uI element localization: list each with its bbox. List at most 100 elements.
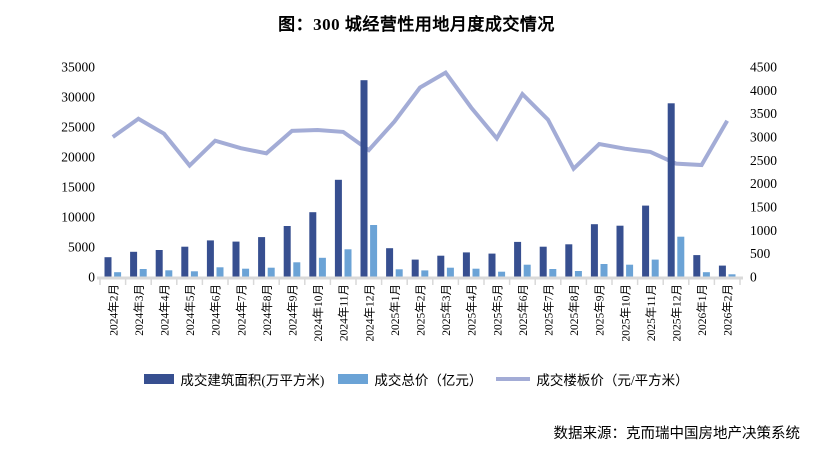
legend-swatch-price-bar (338, 374, 369, 384)
x-axis-category-label: 2025年9月 (593, 284, 607, 336)
x-axis-category-label: 2025年1月 (388, 284, 402, 336)
bar-area (181, 246, 189, 277)
left-axis-tick-label: 10000 (61, 210, 95, 225)
bar-total-price (549, 269, 557, 277)
bar-area (258, 237, 266, 277)
data-source: 数据来源：克而瑞中国房地产决策系统 (553, 426, 801, 442)
bar-total-price (344, 249, 352, 277)
x-axis-category-label: 2024年4月 (158, 284, 172, 336)
x-axis-category-label: 2025年4月 (465, 284, 479, 336)
right-axis-tick-label: 4000 (750, 83, 777, 98)
bar-area (360, 80, 368, 277)
x-axis-category-label: 2024年7月 (234, 284, 248, 336)
right-axis-tick-label: 2000 (750, 176, 777, 191)
bar-total-price (702, 272, 710, 277)
x-axis-category-label: 2025年6月 (516, 284, 530, 336)
series-bar-area (104, 80, 726, 277)
bar-total-price (677, 236, 685, 277)
left-axis-tick-label: 20000 (61, 150, 95, 165)
legend-item-total-price: 成交总价（亿元） (338, 369, 482, 389)
left-axis-tick-label: 35000 (61, 60, 95, 75)
bar-area (667, 103, 675, 277)
bar-total-price (139, 269, 147, 277)
bar-area (462, 252, 470, 277)
x-axis-category-label: 2024年12月 (362, 284, 376, 342)
right-axis-tick-label: 3000 (750, 130, 777, 145)
bar-total-price (446, 267, 454, 277)
x-axis-category-label: 2024年3月 (132, 284, 146, 336)
bar-area (130, 251, 138, 277)
bar-area (334, 179, 342, 277)
legend-swatch-floor-price-line (496, 377, 531, 381)
bar-total-price (626, 264, 634, 277)
bar-total-price (600, 264, 608, 277)
bar-total-price (472, 268, 480, 277)
x-axis-category-label: 2025年7月 (542, 284, 556, 336)
right-axis-tick-label: 1500 (750, 200, 777, 215)
bar-area (590, 224, 598, 277)
left-axis-tick-label: 25000 (61, 120, 95, 135)
bar-total-price (651, 259, 659, 277)
bar-area (437, 255, 445, 277)
x-axis-ticks (99, 279, 741, 285)
x-axis-category-label: 2025年2月 (414, 284, 428, 336)
bar-area (539, 246, 547, 277)
right-axis-tick-label: 4500 (750, 60, 777, 75)
x-axis-category-label: 2024年6月 (209, 284, 223, 336)
legend-item-area: 成交建筑面积(万平方米) (144, 369, 324, 389)
bar-total-price (242, 268, 250, 277)
bar-area (155, 250, 163, 277)
x-axis-category-label: 2024年9月 (286, 284, 300, 336)
bar-area (718, 265, 726, 277)
bar-area (642, 205, 650, 277)
bar-area (411, 259, 419, 277)
bar-area (565, 244, 573, 277)
left-axis-tick-label: 5000 (68, 240, 95, 255)
x-axis-category-label: 2024年2月 (106, 284, 120, 336)
bar-area (693, 255, 701, 277)
right-axis-tick-label: 3500 (750, 106, 777, 121)
x-axis-category-label: 2024年8月 (260, 284, 274, 336)
series-line-floor-price (111, 69, 729, 172)
bar-area (309, 212, 317, 277)
bar-area (206, 240, 214, 277)
left-axis-tick-label: 15000 (61, 180, 95, 195)
x-axis-category-label: 2025年12月 (670, 284, 684, 342)
bar-area (104, 257, 112, 277)
right-axis-tick-label: 500 (750, 246, 771, 261)
bar-total-price (523, 264, 531, 277)
left-axis-tick-label: 0 (88, 270, 95, 285)
chart-title: 图：300 城经营性用地月度成交情况 (278, 15, 555, 34)
bar-total-price (370, 225, 378, 277)
bar-area (514, 241, 522, 277)
left-axis-tick-label: 30000 (61, 90, 95, 105)
series-bar-total-price (114, 225, 736, 277)
x-axis-category-label: 2025年8月 (567, 284, 581, 336)
x-axis-category-label: 2024年5月 (183, 284, 197, 336)
chart-legend: 成交建筑面积(万平方米) 成交总价（亿元） 成交楼板价（元/平方米） (0, 369, 833, 389)
bar-area (232, 241, 240, 277)
x-axis-category-label: 2024年11月 (337, 284, 351, 341)
bar-total-price (574, 271, 582, 277)
x-axis-category-label: 2025年3月 (439, 284, 453, 336)
x-axis-category-label: 2026年2月 (721, 284, 735, 336)
bar-total-price (395, 269, 403, 277)
legend-label-floor-price: 成交楼板价（元/平方米） (536, 373, 689, 388)
x-axis-labels: 2024年2月 2024年3月 2024年4月 2024年5月 2024年6月 2024年… (106, 284, 734, 342)
legend-swatch-area-bar (144, 374, 175, 384)
x-axis-category-label: 2025年11月 (644, 284, 658, 341)
right-axis-tick-label: 2500 (750, 153, 777, 168)
bar-total-price (728, 274, 736, 277)
bar-area (616, 225, 624, 277)
left-axis-labels: 0 5000 10000 15000 20000 25000 30000 35000 (61, 60, 95, 285)
right-axis-labels: 0 500 1000 1500 2000 2500 3000 3500 4000 4500 (750, 60, 777, 285)
chart-canvas: 0 5000 10000 15000 20000 25000 30000 35000 0 500 1… (61, 60, 777, 342)
x-axis-category-label: 2025年5月 (490, 284, 504, 336)
legend-label-total-price: 成交总价（亿元） (374, 373, 483, 388)
right-axis-tick-label: 0 (750, 270, 757, 285)
bar-area (386, 248, 394, 277)
bar-total-price (498, 271, 506, 277)
bar-area (488, 253, 496, 277)
right-axis-tick-label: 1000 (750, 223, 777, 238)
